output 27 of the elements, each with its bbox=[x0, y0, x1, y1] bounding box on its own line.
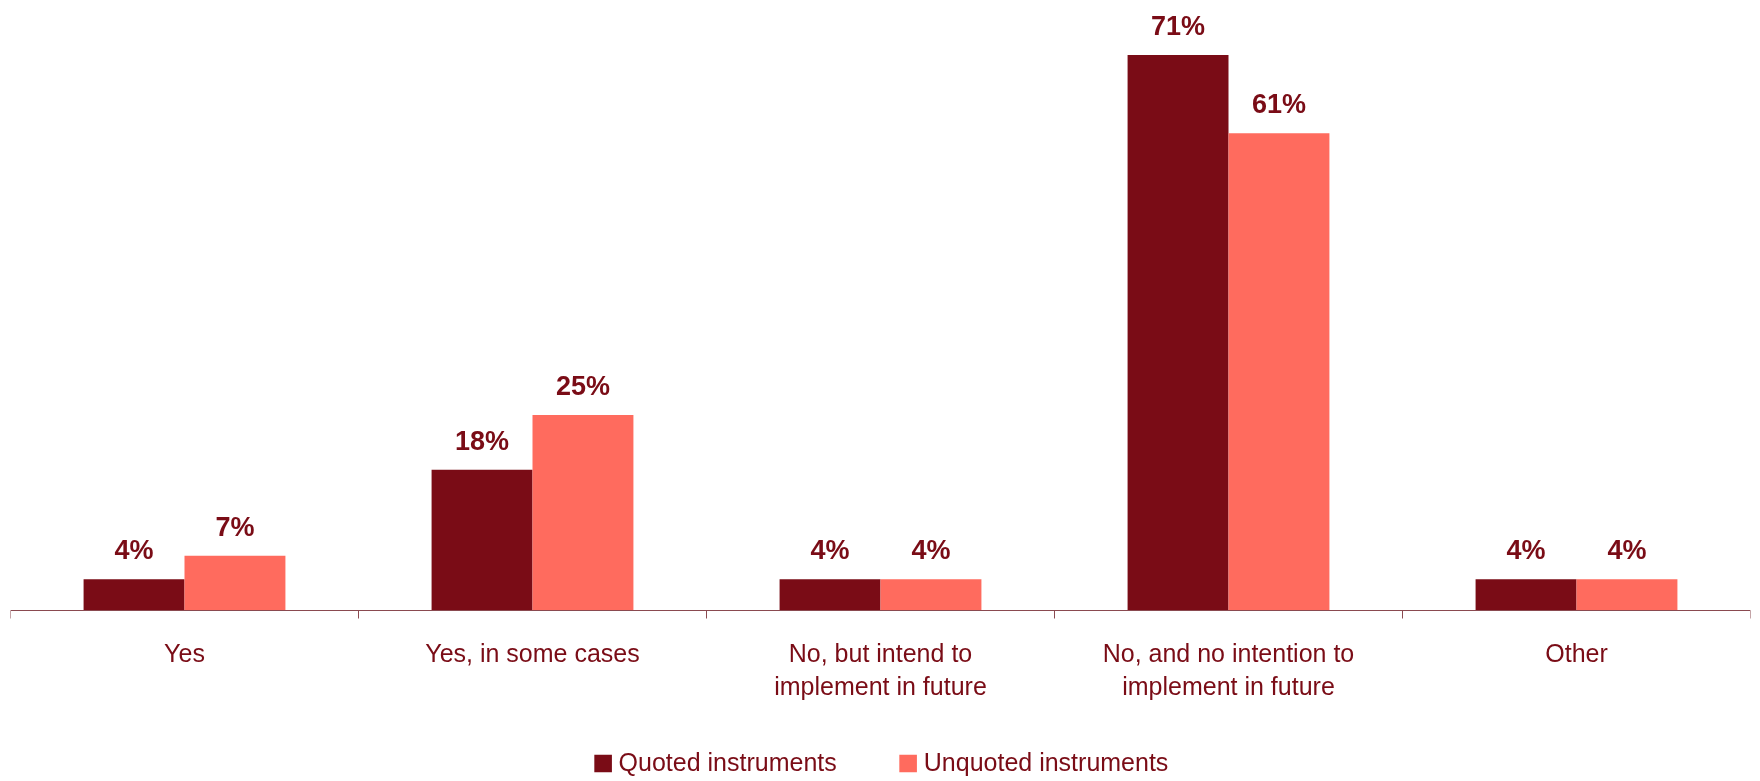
data-label: 25% bbox=[555, 370, 610, 401]
legend-label: Quoted instruments bbox=[618, 748, 837, 777]
x-tick-label: No, but intend to implement in future bbox=[774, 638, 987, 701]
data-label: 18% bbox=[455, 425, 510, 456]
data-label: 4% bbox=[1506, 535, 1546, 566]
bar bbox=[83, 579, 185, 611]
data-label: 4% bbox=[114, 535, 154, 566]
data-label: 4% bbox=[911, 535, 951, 566]
bar bbox=[532, 414, 634, 611]
data-label: 7% bbox=[215, 511, 255, 542]
bar bbox=[779, 579, 881, 611]
bar bbox=[1127, 54, 1229, 611]
x-tick-label: Yes, in some cases bbox=[425, 638, 640, 667]
bar bbox=[184, 555, 286, 611]
x-tick-label: Yes bbox=[164, 638, 205, 667]
data-label: 61% bbox=[1251, 89, 1306, 120]
data-label: 71% bbox=[1151, 10, 1206, 41]
bar bbox=[880, 579, 982, 611]
bar bbox=[1475, 579, 1577, 611]
x-tick-label: Other bbox=[1545, 638, 1608, 667]
bar bbox=[431, 469, 533, 611]
bar bbox=[1576, 579, 1678, 611]
data-label: 4% bbox=[1607, 535, 1647, 566]
legend-label: Unquoted instruments bbox=[923, 748, 1169, 777]
data-label: 4% bbox=[810, 535, 850, 566]
bar bbox=[1228, 133, 1330, 611]
x-tick-label: No, and no intention to implement in future bbox=[1102, 638, 1355, 701]
